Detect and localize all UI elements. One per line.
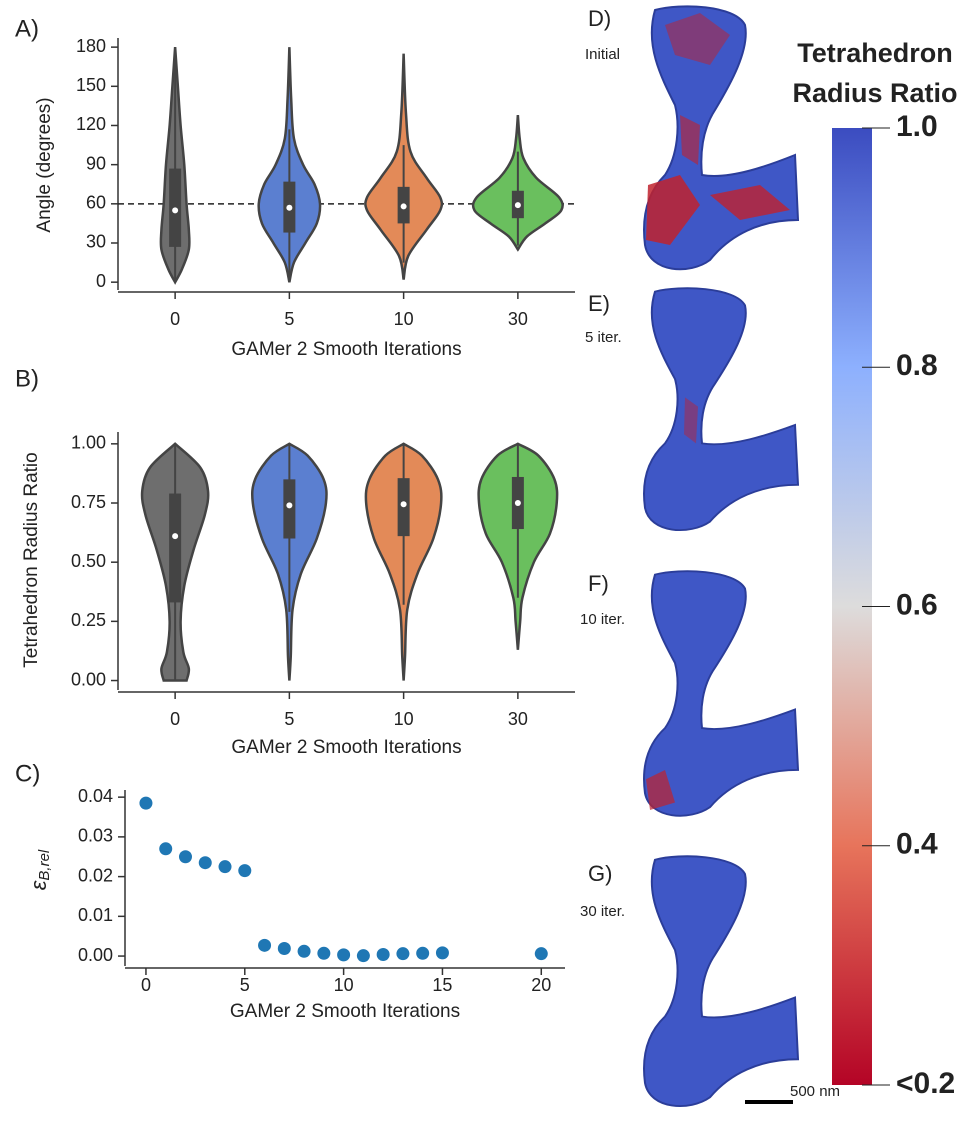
median (401, 203, 407, 209)
panel-label: B) (15, 365, 39, 392)
y-tick-label: 0.03 (78, 826, 113, 846)
median (515, 202, 521, 208)
mesh-e (644, 288, 798, 530)
y-tick-label: 0.02 (78, 865, 113, 885)
x-tick-label: 15 (432, 975, 452, 995)
x-tick-label: 5 (284, 309, 294, 329)
y-tick-label: 0.00 (71, 669, 106, 689)
point (337, 948, 350, 961)
x-axis-label: GAMer 2 Smooth Iterations (230, 1001, 460, 1022)
colorbar-tick-label: 0.4 (896, 828, 938, 861)
mesh-caption: 5 iter. (585, 329, 622, 346)
point (199, 856, 212, 869)
x-axis-label: GAMer 2 Smooth Iterations (231, 339, 461, 360)
mesh-label: F) (588, 571, 609, 596)
point (219, 860, 232, 873)
mesh-caption: 30 iter. (580, 903, 625, 920)
panel-label: C) (15, 760, 40, 787)
x-tick-label: 5 (240, 975, 250, 995)
point (357, 949, 370, 962)
y-tick-label: 30 (86, 232, 106, 252)
y-tick-label: 1.00 (71, 433, 106, 453)
colorbar-tick-label: 0.6 (896, 588, 938, 621)
point (436, 946, 449, 959)
y-tick-label: 0.01 (78, 905, 113, 925)
y-tick-label: 60 (86, 193, 106, 213)
x-tick-label: 0 (141, 975, 151, 995)
x-tick-label: 0 (170, 709, 180, 729)
point (139, 797, 152, 810)
box (283, 479, 295, 538)
colorbar-title: Tetrahedron (797, 38, 953, 68)
x-tick-label: 10 (394, 709, 414, 729)
point (396, 947, 409, 960)
box (169, 494, 181, 603)
y-tick-label: 0.00 (78, 945, 113, 965)
median (286, 502, 292, 508)
x-tick-label: 10 (394, 309, 414, 329)
y-tick-label: 0.04 (78, 786, 113, 806)
figure: D) Initial E) 5 iter. F) 10 iter. G) 30 … (0, 0, 979, 1127)
mesh-label: E) (588, 291, 610, 316)
point (179, 850, 192, 863)
median (172, 533, 178, 539)
y-tick-label: 90 (86, 153, 106, 173)
median (515, 500, 521, 506)
y-axis-label: εB,rel (26, 849, 53, 890)
mesh-caption: Initial (585, 46, 620, 63)
x-tick-label: 30 (508, 709, 528, 729)
point (159, 842, 172, 855)
y-tick-label: 0.50 (71, 551, 106, 571)
panel-label: A) (15, 15, 39, 42)
y-axis-subscript: B,rel (36, 849, 53, 881)
point (416, 947, 429, 960)
y-tick-label: 150 (76, 75, 106, 95)
x-tick-label: 20 (531, 975, 551, 995)
y-tick-label: 0.25 (71, 610, 106, 630)
point (377, 948, 390, 961)
colorbar-title: Radius Ratio (792, 78, 957, 108)
point (298, 945, 311, 958)
median (172, 207, 178, 213)
y-tick-label: 180 (76, 36, 106, 56)
mesh-label: G) (588, 861, 612, 886)
y-axis-label: Tetrahedron Radius Ratio (21, 452, 42, 667)
point (317, 947, 330, 960)
y-axis-label: Angle (degrees) (34, 97, 55, 232)
point (238, 864, 251, 877)
point (258, 939, 271, 952)
y-tick-label: 0 (96, 271, 106, 291)
x-axis-label: GAMer 2 Smooth Iterations (231, 737, 461, 758)
y-axis-symbol: ε (26, 880, 51, 890)
mesh-d (644, 6, 798, 269)
mesh-caption: 10 iter. (580, 611, 625, 628)
scale-bar-label: 500 nm (790, 1083, 840, 1100)
point (278, 942, 291, 955)
mesh-g (644, 856, 798, 1106)
median (286, 205, 292, 211)
colorbar-tick-label: <0.2 (896, 1067, 955, 1100)
colorbar-tick-label: 0.8 (896, 349, 938, 382)
median (401, 501, 407, 507)
x-tick-label: 10 (334, 975, 354, 995)
mesh-label: D) (588, 6, 611, 31)
y-tick-label: 120 (76, 114, 106, 134)
colorbar-tick-label: 1.0 (896, 110, 938, 143)
mesh-f (644, 571, 798, 816)
x-tick-label: 30 (508, 309, 528, 329)
y-tick-label: 0.75 (71, 492, 106, 512)
x-tick-label: 5 (284, 709, 294, 729)
x-tick-label: 0 (170, 309, 180, 329)
point (535, 947, 548, 960)
